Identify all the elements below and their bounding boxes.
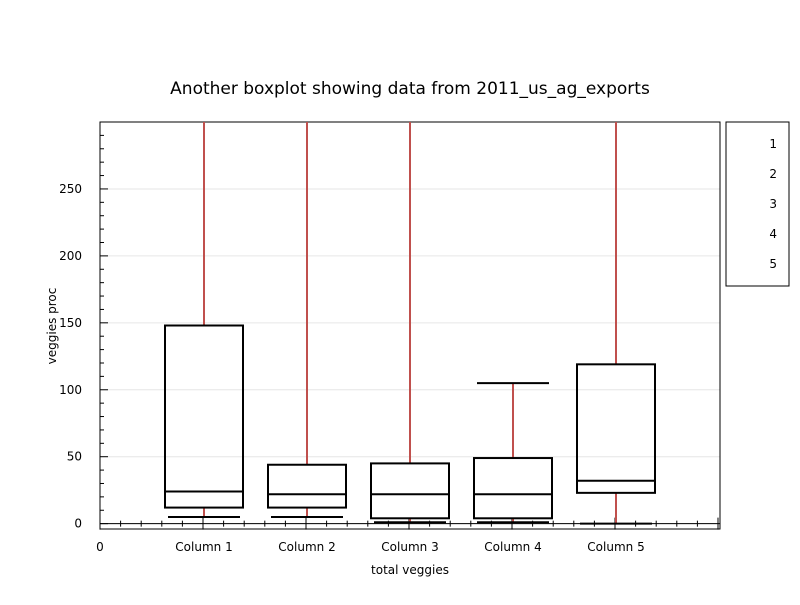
legend-entry: 5 bbox=[769, 257, 777, 271]
box-iqr bbox=[370, 462, 450, 520]
y-tick-label: 200 bbox=[59, 249, 82, 263]
box-5 bbox=[576, 122, 656, 525]
y-tick-label: 0 bbox=[74, 517, 82, 531]
y-tick-label: 250 bbox=[59, 182, 82, 196]
x-category-label: Column 1 bbox=[175, 540, 232, 554]
legend-entry: 2 bbox=[769, 167, 777, 181]
legend-box bbox=[725, 121, 790, 287]
y-tick-label: 150 bbox=[59, 316, 82, 330]
chart-title: Another boxplot showing data from 2011_u… bbox=[170, 79, 650, 99]
legend-entry: 1 bbox=[769, 137, 777, 151]
y-axis-label: veggies proc bbox=[45, 288, 59, 365]
ticks-layer: 0 50 100 150 200 250 Column 1 Column 2 Column 3 C… bbox=[59, 134, 720, 554]
x-origin-label: 0 bbox=[96, 540, 104, 554]
x-category-label: Column 4 bbox=[484, 540, 541, 554]
legend-layer: 1 2 3 4 5 bbox=[769, 137, 777, 271]
x-category-label: Column 2 bbox=[278, 540, 335, 554]
box-iqr bbox=[473, 457, 553, 520]
legend-entry: 3 bbox=[769, 197, 777, 211]
y-tick-label: 50 bbox=[67, 450, 82, 464]
boxes-layer bbox=[164, 122, 656, 525]
x-category-label: Column 3 bbox=[381, 540, 438, 554]
box-2 bbox=[267, 122, 347, 518]
box-3 bbox=[370, 122, 450, 524]
box-iqr bbox=[267, 463, 347, 509]
legend-entry: 4 bbox=[769, 227, 777, 241]
y-tick-label: 100 bbox=[59, 383, 82, 397]
box-iqr bbox=[576, 363, 656, 494]
x-category-label: Column 5 bbox=[587, 540, 644, 554]
x-axis-label: total veggies bbox=[371, 563, 449, 577]
box-4 bbox=[473, 382, 553, 524]
box-iqr bbox=[164, 324, 244, 509]
box-1 bbox=[164, 122, 244, 518]
